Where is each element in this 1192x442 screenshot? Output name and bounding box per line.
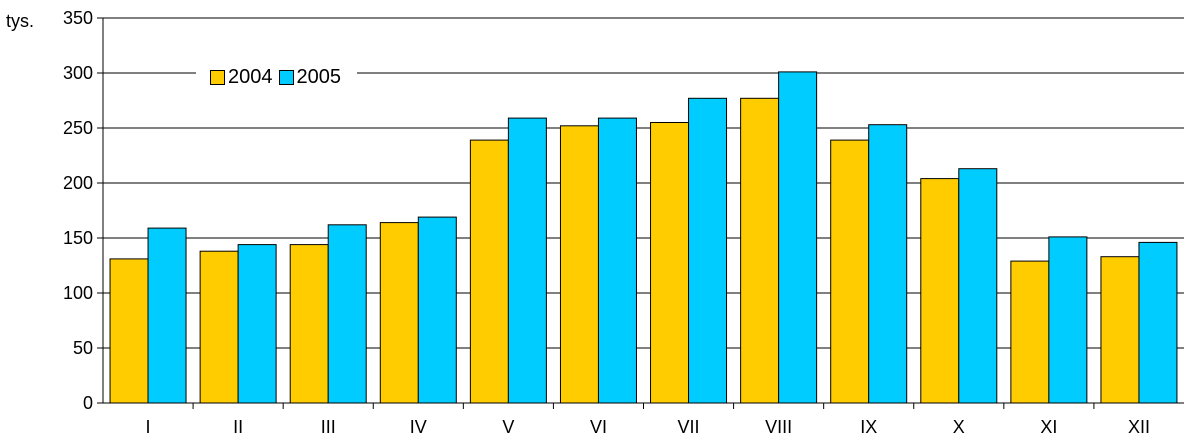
legend-swatch-2005: [278, 69, 294, 85]
x-tick-label: V: [502, 417, 514, 437]
bar-2004-V: [469, 139, 509, 404]
bar-2004-IX: [830, 139, 870, 404]
bar-2005-VI: [597, 117, 637, 404]
bar-2004-VII: [650, 122, 690, 404]
x-tick-label: IV: [410, 417, 427, 437]
bar-2004-X: [920, 178, 960, 404]
bar-2004-VI: [559, 125, 599, 404]
x-tick-label: XI: [1040, 417, 1057, 437]
bar-2005-XII: [1138, 241, 1178, 404]
y-tick-label: 350: [63, 8, 93, 28]
y-axis-ticks: 0 50 100 150 200 250 300 350: [63, 8, 103, 413]
bar-2005-VII: [688, 97, 728, 404]
legend-item-2005: 2005: [278, 65, 342, 89]
x-tick-label: XII: [1128, 417, 1150, 437]
y-tick-label: 200: [63, 173, 93, 193]
legend: 2004 2005: [196, 60, 357, 94]
bars: [109, 71, 1178, 404]
x-tick-label: VII: [678, 417, 700, 437]
bar-2005-V: [507, 117, 547, 404]
y-axis-label: tys.: [6, 11, 34, 31]
bar-2005-VIII: [778, 71, 818, 404]
y-tick-label: 0: [83, 393, 93, 413]
bar-2005-III: [327, 224, 367, 404]
bar-2004-XII: [1100, 256, 1140, 404]
legend-item-2004: 2004: [210, 66, 273, 89]
y-tick-label: 250: [63, 118, 93, 138]
x-tick-label: II: [233, 417, 243, 437]
y-tick-label: 50: [73, 338, 93, 358]
bar-2005-IX: [868, 124, 908, 404]
x-tick-label: IX: [860, 417, 877, 437]
x-tick-label: III: [321, 417, 336, 437]
bar-2005-IV: [417, 216, 457, 404]
x-tick-label: X: [953, 417, 965, 437]
y-tick-label: 300: [63, 63, 93, 83]
bar-2005-II: [237, 244, 277, 404]
bar-2004-I: [109, 258, 149, 404]
x-tick-label: VI: [590, 417, 607, 437]
x-tick-label: I: [146, 417, 151, 437]
bar-2005-XI: [1048, 236, 1088, 404]
x-tick-label: VIII: [765, 417, 792, 437]
bar-2005-X: [958, 168, 998, 404]
bar-2004-IV: [379, 222, 419, 404]
x-axis-ticks: I II III IV V VI VII VIII IX X XI XII: [146, 403, 1150, 437]
legend-label-2004: 2004: [228, 65, 273, 88]
bar-2004-III: [289, 244, 329, 404]
bar-2004-II: [199, 250, 239, 404]
bar-2004-VIII: [740, 97, 780, 404]
y-tick-label: 150: [63, 228, 93, 248]
bar-2005-I: [147, 227, 187, 404]
y-tick-label: 100: [63, 283, 93, 303]
bar-2004-XI: [1010, 260, 1050, 404]
legend-swatch-2004: [210, 69, 225, 85]
legend-label-2005: 2005: [296, 65, 342, 88]
